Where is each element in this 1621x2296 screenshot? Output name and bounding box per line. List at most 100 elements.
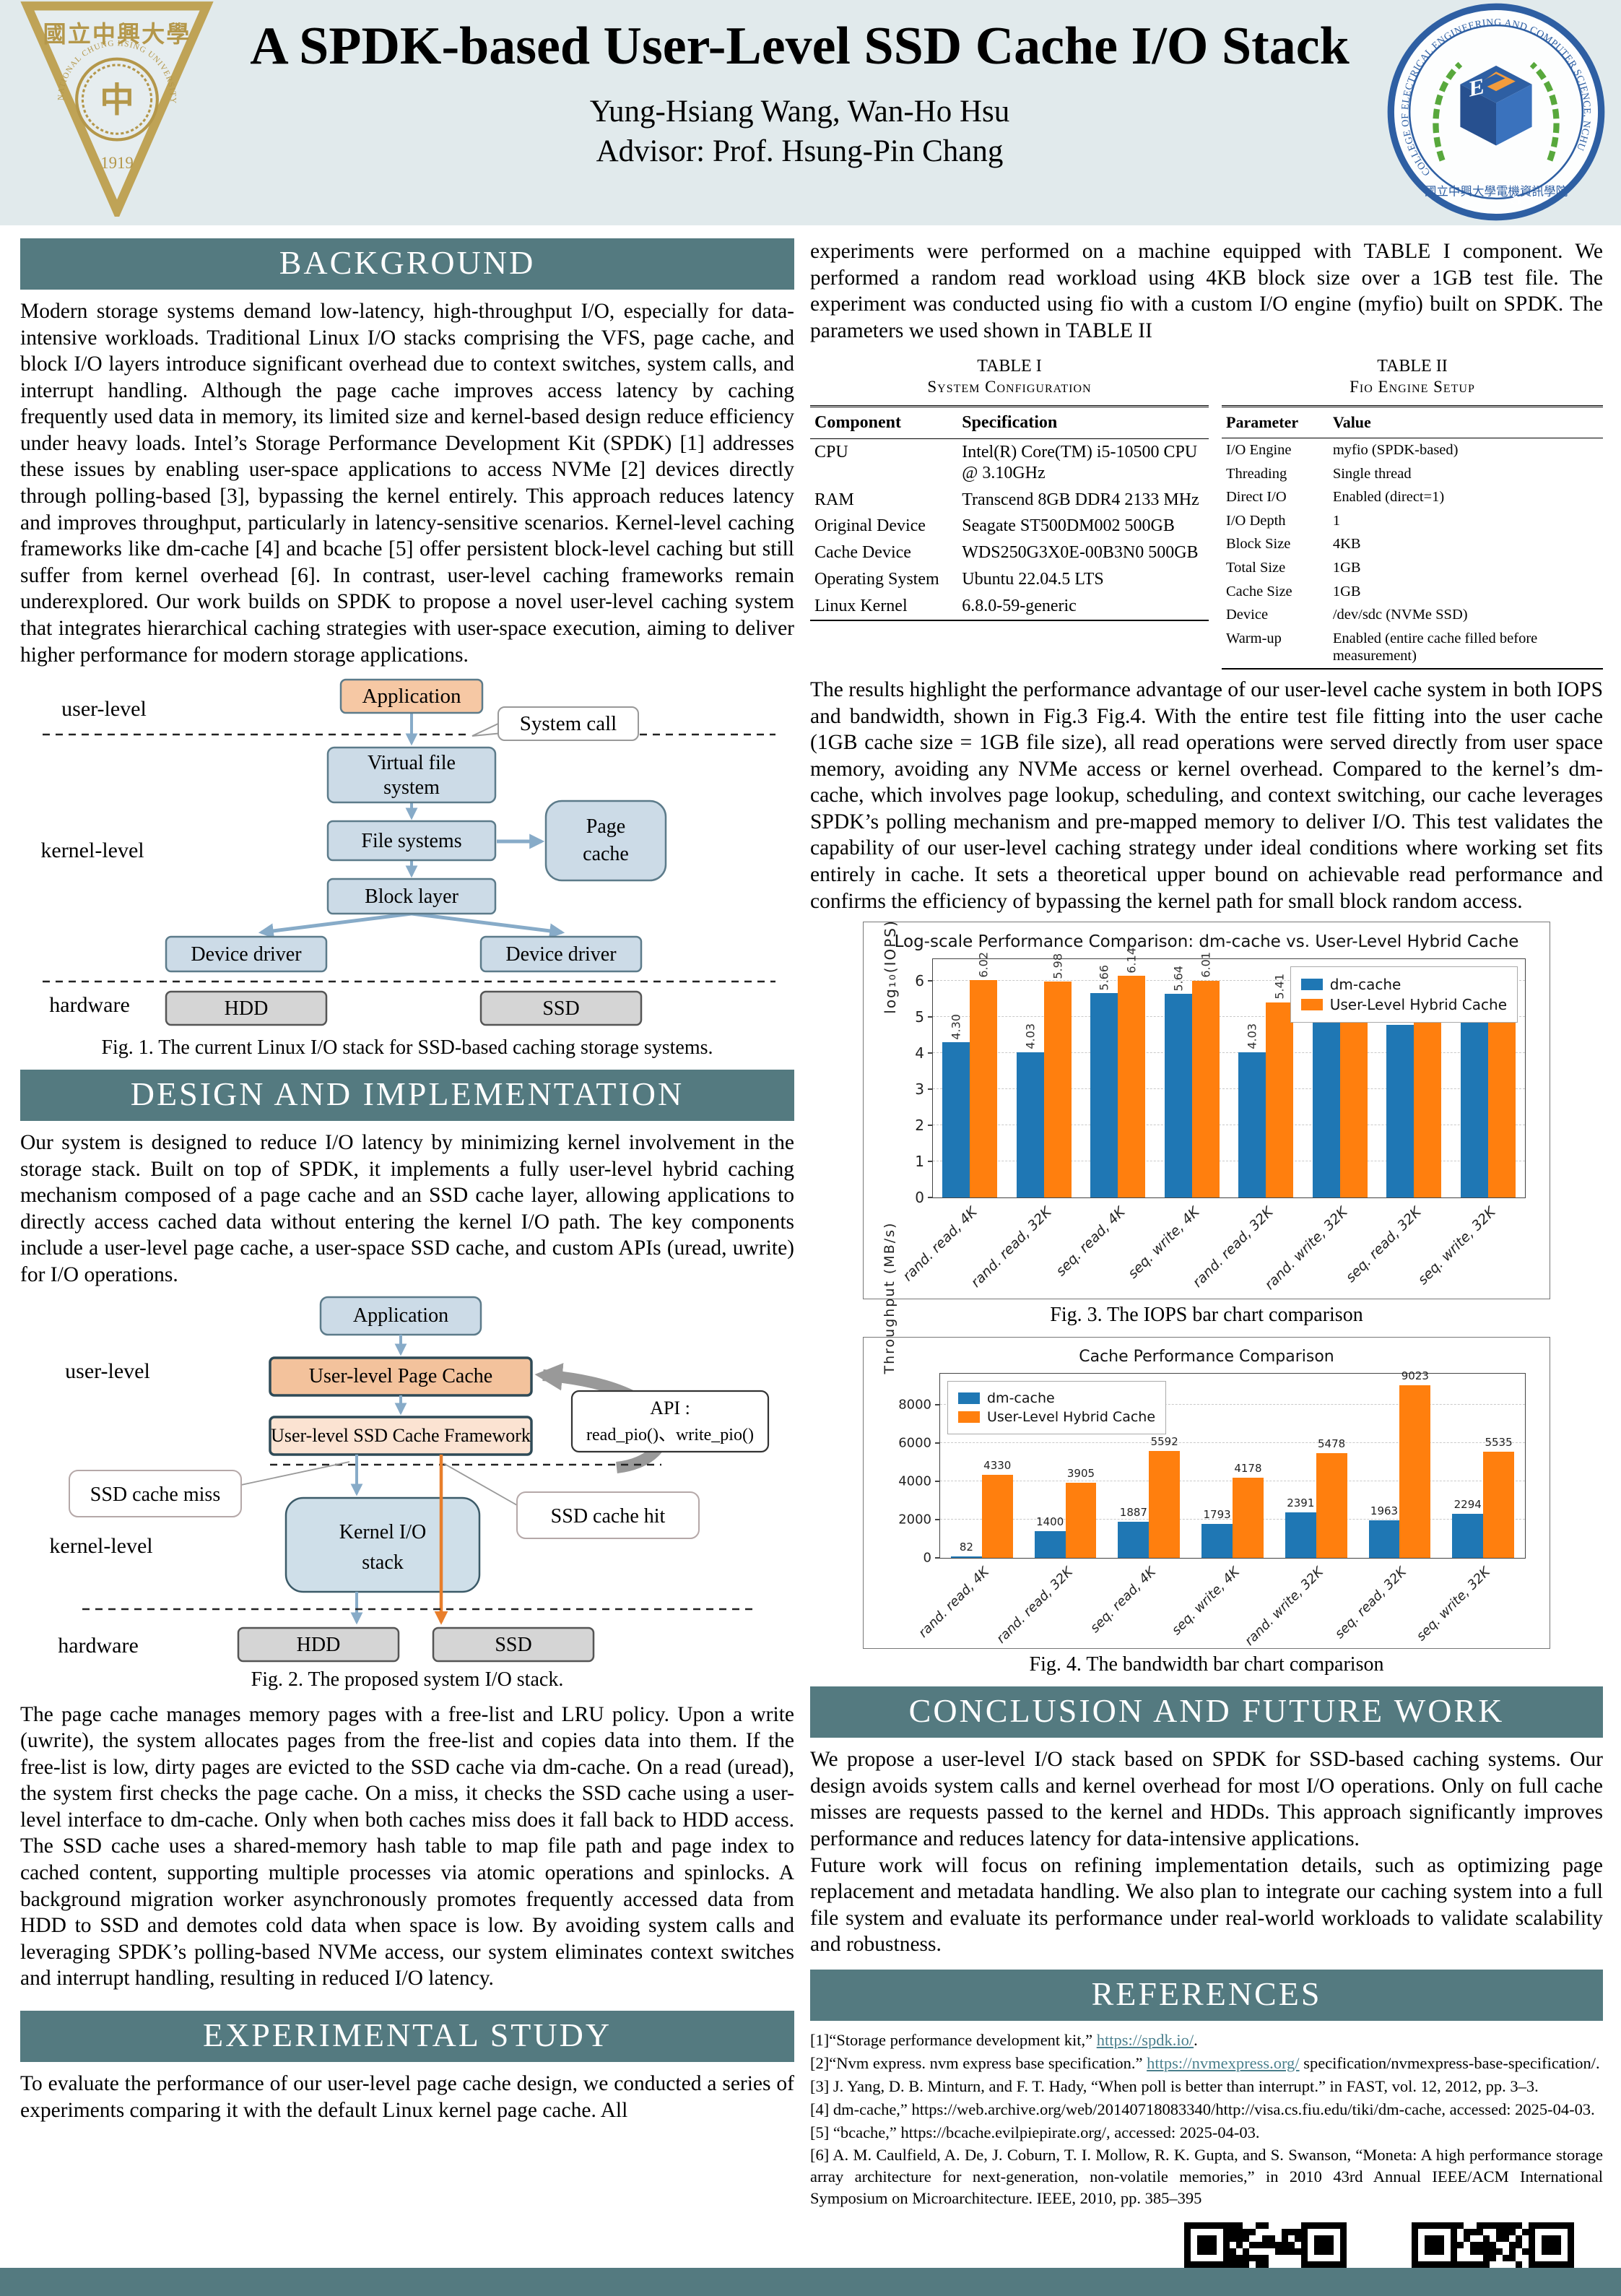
design-paragraph-2: The page cache manages memory pages with… bbox=[20, 1702, 794, 1990]
bar-dm-cache-6 bbox=[1386, 1025, 1414, 1198]
bar-dm-cache-6 bbox=[1452, 1514, 1484, 1559]
fig1-linux-io-stack-diagram: user-level kernel-level hardware Applica… bbox=[40, 678, 775, 1026]
x-tick-label: rand. write, 32K bbox=[1241, 1564, 1326, 1649]
bar-dm-cache-2 bbox=[1118, 1522, 1150, 1559]
system-configuration-table: Component Specification CPU Intel(R) Core… bbox=[810, 405, 1209, 621]
conclusion-paragraph-2: Future work will focus on refining imple… bbox=[810, 1853, 1603, 1957]
bar-User-Level Hybrid Cache-3 bbox=[1191, 980, 1220, 1198]
fig2-kernel-io-stack-box bbox=[284, 1496, 481, 1593]
bar-dm-cache-0 bbox=[951, 1556, 982, 1559]
pennant-emblem-ring bbox=[75, 57, 159, 142]
table-row: CPU Intel(R) Core(TM) i5-10500 CPU @ 3.10… bbox=[814, 443, 1198, 482]
bar-dm-cache-5 bbox=[1368, 1520, 1400, 1559]
right-intro-paragraph: experiments were performed on a machine … bbox=[810, 240, 1603, 342]
cube-right-face bbox=[1496, 84, 1532, 146]
cube-letter-s: S bbox=[1509, 183, 1521, 211]
chart-legend: dm-cache User-Level Hybrid Cache bbox=[947, 1381, 1167, 1435]
table2-col1-header: Parameter bbox=[1222, 406, 1329, 439]
bar-User-Level Hybrid Cache-2 bbox=[1149, 1450, 1181, 1559]
table2-title: TABLE II bbox=[1377, 357, 1448, 376]
fig1-arrow-block-ddl bbox=[258, 911, 412, 939]
bar-User-Level Hybrid Cache-7 bbox=[1487, 1008, 1516, 1198]
x-tick-label: seq. read, 32K bbox=[1342, 1204, 1425, 1286]
svg-text:read_pio()、write_pio(): read_pio()、write_pio() bbox=[586, 1426, 754, 1444]
table-row: I/O Depth 1 bbox=[1226, 512, 1341, 529]
table-row: Linux Kernel 6.8.0-59-generic bbox=[814, 596, 1077, 615]
fig2-hardware-label: hardware bbox=[58, 1634, 139, 1658]
section-background: BACKGROUND bbox=[20, 238, 794, 290]
reference-item: [2]“Nvm express. nvm express base specif… bbox=[810, 2053, 1600, 2072]
x-tick-label: seq. write, 32K bbox=[1413, 1564, 1493, 1645]
fig2-ssd-cache-hit-bubble bbox=[516, 1491, 700, 1539]
table1-col2-header: Specification bbox=[957, 406, 1209, 440]
header-text-block: A SPDK-based User-Level SSD Cache I/O St… bbox=[215, 0, 1384, 169]
bar-User-Level Hybrid Cache-4 bbox=[1266, 1002, 1294, 1198]
experimental-paragraph: To evaluate the performance of our user-… bbox=[20, 2071, 794, 2122]
bar-dm-cache-0 bbox=[942, 1042, 970, 1198]
nvmexpress-link[interactable]: https://nvmexpress.org/ bbox=[1147, 2053, 1300, 2072]
table-row: Device/dev/sdc (NVMe SSD) bbox=[1226, 607, 1468, 623]
design-paragraph: Our system is designed to reduce I/O lat… bbox=[20, 1131, 794, 1286]
bar-User-Level Hybrid Cache-0 bbox=[981, 1475, 1013, 1559]
bar-User-Level Hybrid Cache-5 bbox=[1399, 1385, 1431, 1559]
table-row: Cache Device WDS250G3X0E-00B3N0 500GB bbox=[814, 543, 1199, 563]
x-tick-label: rand. read, 4K bbox=[900, 1204, 981, 1285]
poster-advisor: Advisor: Prof. Hsung-Pin Chang bbox=[596, 134, 1004, 168]
bar-User-Level Hybrid Cache-4 bbox=[1316, 1452, 1347, 1559]
laurel-left bbox=[1433, 61, 1463, 162]
spdk-link[interactable]: https://spdk.io/ bbox=[1096, 2030, 1194, 2049]
fig2-ssd-cache-miss-bubble bbox=[69, 1469, 242, 1517]
svg-text:Virtual file: Virtual file bbox=[368, 752, 456, 774]
section-design: DESIGN AND IMPLEMENTATION bbox=[20, 1070, 794, 1122]
svg-text:Kernel I/O: Kernel I/O bbox=[339, 1521, 427, 1543]
fig1-systemcall-bubble bbox=[497, 706, 639, 742]
fig1-devicedriver-right-box bbox=[479, 935, 643, 973]
tables-row: TABLE I System Configuration Component S… bbox=[810, 355, 1603, 670]
section-references: REFERENCES bbox=[810, 1969, 1603, 2021]
table-row: Direct I/O Enabled (direct=1) bbox=[1226, 489, 1445, 506]
chart-legend: dm-cache User-Level Hybrid Cache bbox=[1290, 966, 1518, 1023]
bar-dm-cache-5 bbox=[1312, 1022, 1340, 1198]
table1-col1-header: Component bbox=[810, 406, 958, 440]
right-column: experiments were performed on a machine … bbox=[810, 238, 1603, 2296]
poster-title: A SPDK-based User-Level SSD Cache I/O St… bbox=[250, 17, 1350, 76]
bar-User-Level Hybrid Cache-6 bbox=[1414, 1001, 1442, 1198]
svg-text:system: system bbox=[383, 776, 440, 799]
references-list: [1]“Storage performance development kit,… bbox=[810, 2029, 1603, 2209]
x-tick-label: rand. read, 32K bbox=[1189, 1204, 1277, 1291]
reference-item: [5] “bcache,” https://bcache.evilpiepira… bbox=[810, 2123, 1260, 2141]
x-tick-label: rand. read, 4K bbox=[916, 1564, 992, 1641]
svg-text:HDD: HDD bbox=[297, 1634, 341, 1656]
fig4-caption: Fig. 4. The bandwidth bar chart comparis… bbox=[1029, 1653, 1384, 1676]
bar-dm-cache-7 bbox=[1460, 1022, 1488, 1198]
fig1-devicedriver-left-box bbox=[165, 935, 328, 973]
fig1-vfs-box bbox=[326, 746, 497, 804]
fig1-caption: Fig. 1. The current Linux I/O stack for … bbox=[101, 1036, 713, 1060]
fig1-hardware-label: hardware bbox=[49, 993, 130, 1017]
bandwidth-chart: Cache Performance Comparison 0 2000 4000 600… bbox=[863, 1221, 1550, 1650]
fig1-application-box bbox=[339, 678, 484, 714]
x-tick-label: rand. read, 32K bbox=[968, 1204, 1055, 1291]
bar-dm-cache-1 bbox=[1034, 1531, 1066, 1559]
svg-text:System call: System call bbox=[520, 712, 617, 735]
table-row: RAM Transcend 8GB DDR4 2133 MHz bbox=[814, 490, 1199, 509]
left-column: BACKGROUND Modern storage systems demand… bbox=[20, 238, 794, 2123]
svg-text:Block layer: Block layer bbox=[365, 885, 459, 908]
section-experimental: EXPERIMENTAL STUDY bbox=[20, 2010, 794, 2062]
x-tick-label: seq. read, 4K bbox=[1053, 1204, 1129, 1280]
x-tick-label: rand. write, 32K bbox=[1261, 1204, 1351, 1294]
laurel-right bbox=[1529, 61, 1560, 162]
table2-subtitle: Fio Engine Setup bbox=[1350, 378, 1475, 397]
results-paragraph: The results highlight the performance ad… bbox=[810, 678, 1603, 913]
reference-item: [6] A. M. Caulfield, A. De, J. Coburn, T… bbox=[810, 2146, 1603, 2208]
svg-text:HDD: HDD bbox=[225, 997, 269, 1020]
table-row: Warm-up Enabled (entire cache filled befo… bbox=[1226, 630, 1538, 664]
fig2-api-box bbox=[570, 1390, 770, 1452]
svg-text:Device driver: Device driver bbox=[505, 943, 617, 966]
college-ring-bottom-text: 國立中興大學電機資訊學院 bbox=[1425, 185, 1568, 199]
bar-User-Level Hybrid Cache-5 bbox=[1339, 1009, 1368, 1198]
fig2-user-level-label: user-level bbox=[65, 1359, 150, 1383]
table2-block: TABLE II Fio Engine Setup Parameter Valu… bbox=[1222, 355, 1603, 670]
fio-engine-setup-table: Parameter Value I/O Engine myfio (SPDK-ba… bbox=[1222, 405, 1603, 670]
